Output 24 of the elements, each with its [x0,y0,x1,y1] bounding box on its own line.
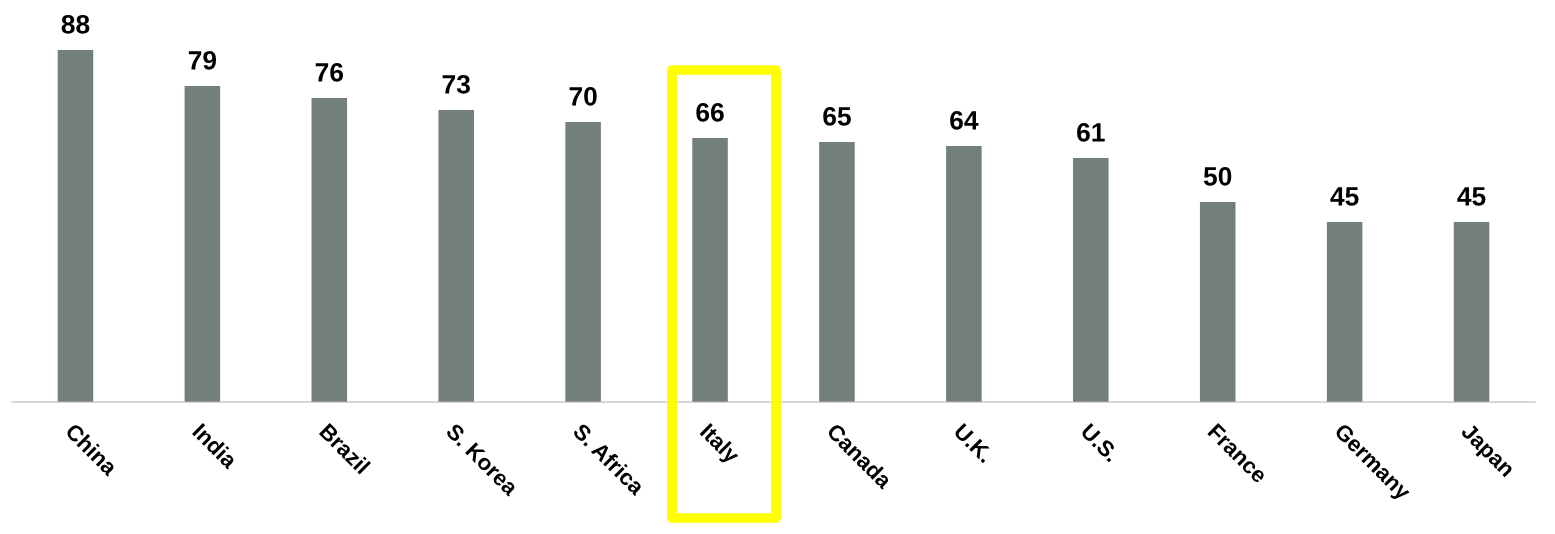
data-label: 64 [950,110,979,130]
data-label: 65 [823,106,851,126]
data-label: 70 [569,86,597,106]
bar [57,50,94,402]
bar [1073,158,1109,402]
bar [311,98,348,402]
data-label: 88 [61,14,90,34]
data-label: 45 [1330,187,1359,206]
bar [1326,222,1363,402]
data-label: 76 [315,62,344,82]
data-label: 50 [1203,166,1232,186]
bar [946,146,982,402]
bar [1199,202,1236,402]
bar [438,110,474,402]
bar [565,122,601,402]
data-label: 61 [1077,122,1105,142]
data-label: 73 [442,74,470,94]
bar [184,86,221,402]
bar [1453,222,1490,402]
bar [692,138,728,402]
data-label: 79 [188,50,217,70]
bar [819,142,855,402]
data-label: 66 [696,102,724,122]
data-label: 45 [1457,187,1486,206]
